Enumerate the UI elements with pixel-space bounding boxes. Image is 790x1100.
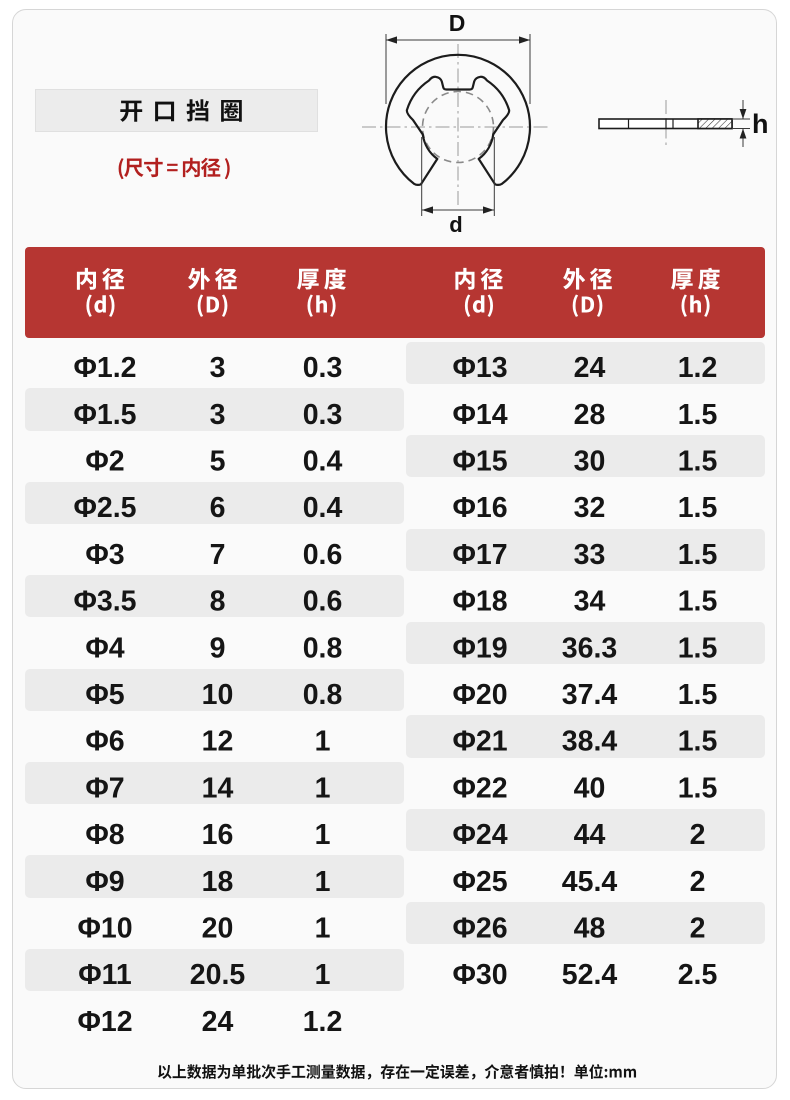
svg-text:1.5: 1.5 bbox=[678, 399, 718, 431]
svg-text:Φ16: Φ16 bbox=[452, 492, 507, 524]
svg-text:Φ25: Φ25 bbox=[452, 866, 507, 898]
svg-text:16: 16 bbox=[202, 819, 234, 851]
svg-text:1: 1 bbox=[315, 959, 331, 991]
svg-text:1.5: 1.5 bbox=[678, 446, 718, 478]
svg-text:14: 14 bbox=[202, 772, 234, 804]
svg-text:Φ2.5: Φ2.5 bbox=[73, 492, 136, 524]
svg-text:10: 10 bbox=[202, 679, 234, 711]
svg-text:Φ4: Φ4 bbox=[85, 632, 124, 664]
svg-text:Φ1.2: Φ1.2 bbox=[73, 352, 136, 384]
svg-text:1: 1 bbox=[315, 866, 331, 898]
svg-text:1.5: 1.5 bbox=[678, 772, 718, 804]
svg-text:20: 20 bbox=[202, 913, 234, 945]
svg-text:0.4: 0.4 bbox=[303, 446, 343, 478]
svg-text:36.3: 36.3 bbox=[562, 632, 617, 664]
svg-text:7: 7 bbox=[210, 539, 226, 571]
svg-text:1.5: 1.5 bbox=[678, 632, 718, 664]
svg-text:Φ26: Φ26 bbox=[452, 913, 507, 945]
svg-text:D: D bbox=[449, 10, 466, 36]
svg-text:1.5: 1.5 bbox=[678, 492, 718, 524]
svg-text:Φ15: Φ15 bbox=[452, 446, 507, 478]
svg-text:5: 5 bbox=[210, 446, 226, 478]
svg-text:1.5: 1.5 bbox=[678, 539, 718, 571]
svg-text:8: 8 bbox=[210, 586, 226, 618]
svg-text:1: 1 bbox=[315, 819, 331, 851]
svg-text:24: 24 bbox=[574, 352, 606, 384]
svg-text:Φ3.5: Φ3.5 bbox=[73, 586, 136, 618]
svg-text:Φ19: Φ19 bbox=[452, 632, 507, 664]
svg-text:0.8: 0.8 bbox=[303, 632, 343, 664]
svg-text:Φ30: Φ30 bbox=[452, 959, 507, 991]
svg-text:1.5: 1.5 bbox=[678, 726, 718, 758]
svg-text:2.5: 2.5 bbox=[678, 959, 718, 991]
svg-text:3: 3 bbox=[210, 352, 226, 384]
svg-text:Φ18: Φ18 bbox=[452, 586, 507, 618]
svg-text:1.2: 1.2 bbox=[303, 1006, 343, 1038]
svg-text:24: 24 bbox=[202, 1006, 234, 1038]
svg-text:0.3: 0.3 bbox=[303, 399, 343, 431]
svg-text:Φ22: Φ22 bbox=[452, 772, 507, 804]
svg-text:40: 40 bbox=[574, 772, 606, 804]
svg-text:3: 3 bbox=[210, 399, 226, 431]
svg-text:Φ17: Φ17 bbox=[452, 539, 507, 571]
svg-text:1.5: 1.5 bbox=[678, 679, 718, 711]
svg-text:0.6: 0.6 bbox=[303, 539, 343, 571]
svg-text:32: 32 bbox=[574, 492, 606, 524]
svg-text:Φ12: Φ12 bbox=[77, 1006, 132, 1038]
svg-text:9: 9 bbox=[210, 632, 226, 664]
svg-text:18: 18 bbox=[202, 866, 234, 898]
svg-text:0.3: 0.3 bbox=[303, 352, 343, 384]
svg-text:37.4: 37.4 bbox=[562, 679, 618, 711]
svg-text:1: 1 bbox=[315, 913, 331, 945]
svg-text:0.6: 0.6 bbox=[303, 586, 343, 618]
svg-text:2: 2 bbox=[690, 819, 706, 851]
svg-text:30: 30 bbox=[574, 446, 606, 478]
svg-text:Φ3: Φ3 bbox=[85, 539, 124, 571]
svg-text:Φ24: Φ24 bbox=[452, 819, 507, 851]
svg-text:Φ7: Φ7 bbox=[85, 772, 124, 804]
svg-text:Φ1.5: Φ1.5 bbox=[73, 399, 136, 431]
svg-text:44: 44 bbox=[574, 819, 606, 851]
svg-text:2: 2 bbox=[690, 913, 706, 945]
svg-text:1: 1 bbox=[315, 726, 331, 758]
svg-text:Φ8: Φ8 bbox=[85, 819, 124, 851]
svg-text:Φ21: Φ21 bbox=[452, 726, 507, 758]
svg-text:Φ6: Φ6 bbox=[85, 726, 124, 758]
svg-text:38.4: 38.4 bbox=[562, 726, 618, 758]
svg-text:28: 28 bbox=[574, 399, 606, 431]
svg-text:45.4: 45.4 bbox=[562, 866, 618, 898]
svg-text:0.4: 0.4 bbox=[303, 492, 343, 524]
svg-text:Φ20: Φ20 bbox=[452, 679, 507, 711]
svg-text:1.2: 1.2 bbox=[678, 352, 718, 384]
svg-text:33: 33 bbox=[574, 539, 606, 571]
svg-text:52.4: 52.4 bbox=[562, 959, 618, 991]
svg-text:6: 6 bbox=[210, 492, 226, 524]
svg-text:1.5: 1.5 bbox=[678, 586, 718, 618]
svg-text:Φ10: Φ10 bbox=[77, 913, 132, 945]
svg-text:48: 48 bbox=[574, 913, 606, 945]
svg-text:0.8: 0.8 bbox=[303, 679, 343, 711]
svg-text:34: 34 bbox=[574, 586, 606, 618]
svg-text:h: h bbox=[752, 109, 769, 139]
svg-text:Φ11: Φ11 bbox=[78, 959, 132, 991]
svg-text:d: d bbox=[449, 212, 462, 237]
svg-text:Φ14: Φ14 bbox=[452, 399, 507, 431]
svg-text:Φ5: Φ5 bbox=[85, 679, 124, 711]
svg-text:1: 1 bbox=[315, 772, 331, 804]
svg-text:20.5: 20.5 bbox=[190, 959, 246, 991]
svg-text:Φ9: Φ9 bbox=[85, 866, 124, 898]
svg-text:Φ13: Φ13 bbox=[452, 352, 507, 384]
svg-text:12: 12 bbox=[202, 726, 234, 758]
svg-text:Φ2: Φ2 bbox=[85, 446, 124, 478]
svg-text:2: 2 bbox=[690, 866, 706, 898]
